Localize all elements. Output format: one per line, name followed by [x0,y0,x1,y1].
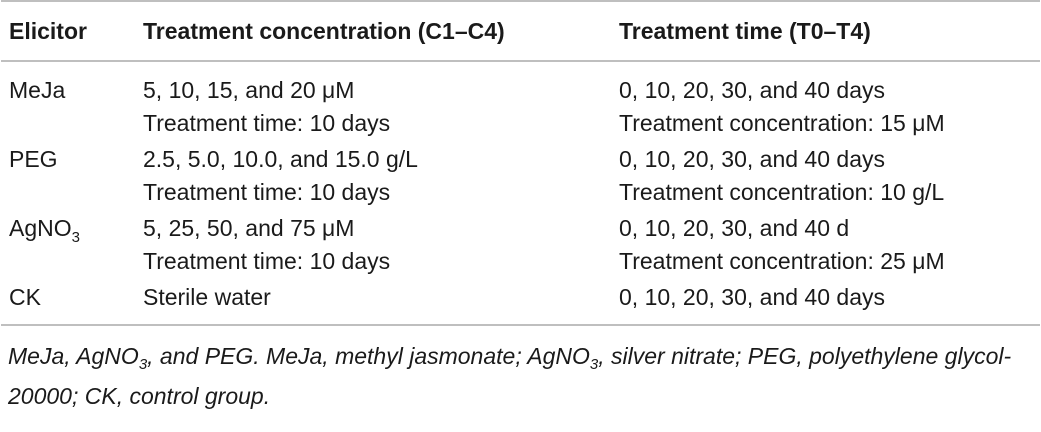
time-values: 0, 10, 20, 30, and 40 days [619,146,885,172]
table-footnote: MeJa, AgNO3, and PEG. MeJa, methyl jasmo… [0,326,1036,414]
cell-elicitor: AgNO3 [1,212,143,281]
concentration-values: Sterile water [143,284,271,310]
elicitor-formula-subscript: 3 [71,229,80,246]
time-concentration-note: Treatment concentration: 15 μM [619,110,945,136]
cell-treatment-time: 0, 10, 20, 30, and 40 d Treatment concen… [619,212,1040,281]
elicitor-treatment-table: Elicitor Treatment concentration (C1–C4)… [1,0,1040,326]
time-concentration-note: Treatment concentration: 25 μM [619,248,945,274]
elicitor-formula: AgNO [9,215,72,241]
cell-concentration: 5, 10, 15, and 20 μM Treatment time: 10 … [143,61,619,143]
cell-concentration: Sterile water [143,281,619,326]
cell-elicitor: PEG [9,146,58,172]
cell-elicitor: CK [1,281,143,326]
concentration-time-note: Treatment time: 10 days [143,179,391,205]
table-header-row: Elicitor Treatment concentration (C1–C4)… [1,0,1040,62]
time-values: 0, 10, 20, 30, and 40 days [619,77,885,103]
footnote-subscript-1: 3 [138,356,148,373]
concentration-values: 5, 10, 15, and 20 μM [143,77,355,103]
table-row-meja: MeJa 5, 10, 15, and 20 μM Treatment time… [1,61,1040,143]
footnote-part1: MeJa, AgNO [8,343,139,369]
cell-concentration: 2.5, 5.0, 10.0, and 15.0 g/L Treatment t… [143,143,619,212]
header-elicitor: Elicitor [1,0,143,62]
cell-elicitor: MeJa [9,77,66,103]
time-concentration-note: Treatment concentration: 10 g/L [619,179,945,205]
time-values: 0, 10, 20, 30, and 40 d [619,215,850,241]
cell-treatment-time: 0, 10, 20, 30, and 40 days Treatment con… [619,143,1040,212]
cell-treatment-time: 0, 10, 20, 30, and 40 days [619,281,1040,326]
footnote-part3: , silver nitrate; PEG, polyethylene glyc… [8,343,1012,409]
table-row-ck: CK Sterile water 0, 10, 20, 30, and 40 d… [1,281,1040,326]
footnote-part2: , and PEG. MeJa, methyl jasmonate; AgNO [147,343,590,369]
concentration-values: 2.5, 5.0, 10.0, and 15.0 g/L [143,146,418,172]
cell-treatment-time: 0, 10, 20, 30, and 40 days Treatment con… [619,61,1040,143]
header-treatment-concentration: Treatment concentration (C1–C4) [143,0,619,62]
concentration-time-note: Treatment time: 10 days [143,110,391,136]
cell-concentration: 5, 25, 50, and 75 μM Treatment time: 10 … [143,212,619,281]
footnote-subscript-2: 3 [589,356,599,373]
table-row-peg: PEG 2.5, 5.0, 10.0, and 15.0 g/L Treatme… [1,143,1040,212]
header-treatment-time: Treatment time (T0–T4) [619,0,1040,62]
concentration-time-note: Treatment time: 10 days [143,248,391,274]
table-row-agno3: AgNO3 5, 25, 50, and 75 μM Treatment tim… [1,212,1040,281]
time-values: 0, 10, 20, 30, and 40 days [619,284,885,310]
concentration-values: 5, 25, 50, and 75 μM [143,215,355,241]
